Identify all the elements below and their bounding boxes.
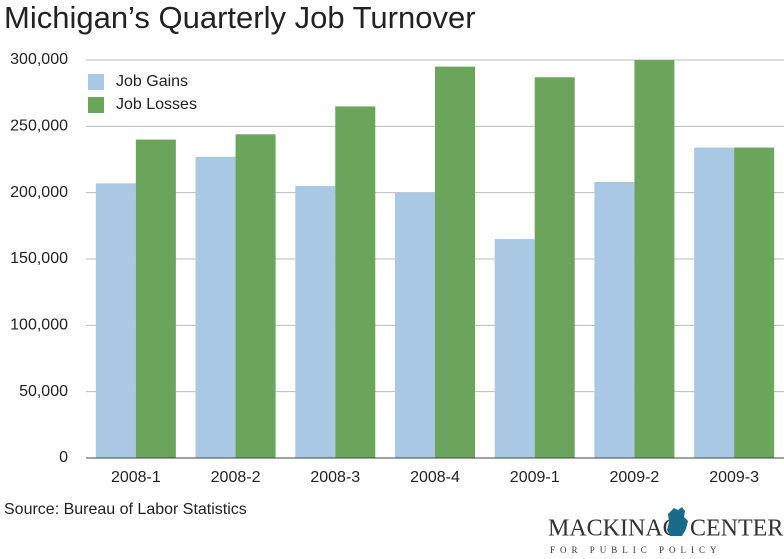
legend-swatch [88,97,104,113]
bar [534,77,575,458]
bar [734,147,775,458]
x-tick-label: 2009-1 [510,469,560,486]
bar [694,147,735,458]
chart-title: Michigan’s Quarterly Job Turnover [4,0,476,35]
logo-icon [667,507,688,536]
x-tick-label: 2008-4 [410,469,460,486]
bar [594,182,635,458]
x-tick-label: 2008-3 [310,469,360,486]
x-tick-label: 2008-2 [211,469,261,486]
bar [95,183,136,458]
y-tick-label: 150,000 [10,250,68,267]
bar [634,60,675,458]
bar [295,186,336,459]
bar [135,139,176,458]
x-tick-label: 2009-3 [709,469,759,486]
bar [494,239,535,458]
bar [435,66,475,458]
source-note: Source: Bureau of Labor Statistics [4,501,247,518]
y-tick-label: 100,000 [10,317,68,334]
logo-text: CENTER [690,516,783,542]
logo-tagline: FOR PUBLIC POLICY [550,545,722,555]
x-tick-label: 2009-2 [610,469,660,486]
bar [335,106,376,458]
x-tick-label: 2008-1 [111,469,161,486]
y-tick-label: 200,000 [10,184,68,201]
legend-swatch [88,74,104,90]
logo-text: MACKINAC [548,516,679,542]
y-tick-label: 250,000 [10,118,68,135]
bar [235,134,276,458]
y-tick-label: 300,000 [10,51,68,68]
y-tick-label: 50,000 [19,383,68,400]
legend-label: Job Gains [116,73,188,90]
bar [195,156,236,458]
legend-label: Job Losses [116,96,197,113]
y-tick-label: 0 [59,449,68,466]
bar [395,192,435,458]
